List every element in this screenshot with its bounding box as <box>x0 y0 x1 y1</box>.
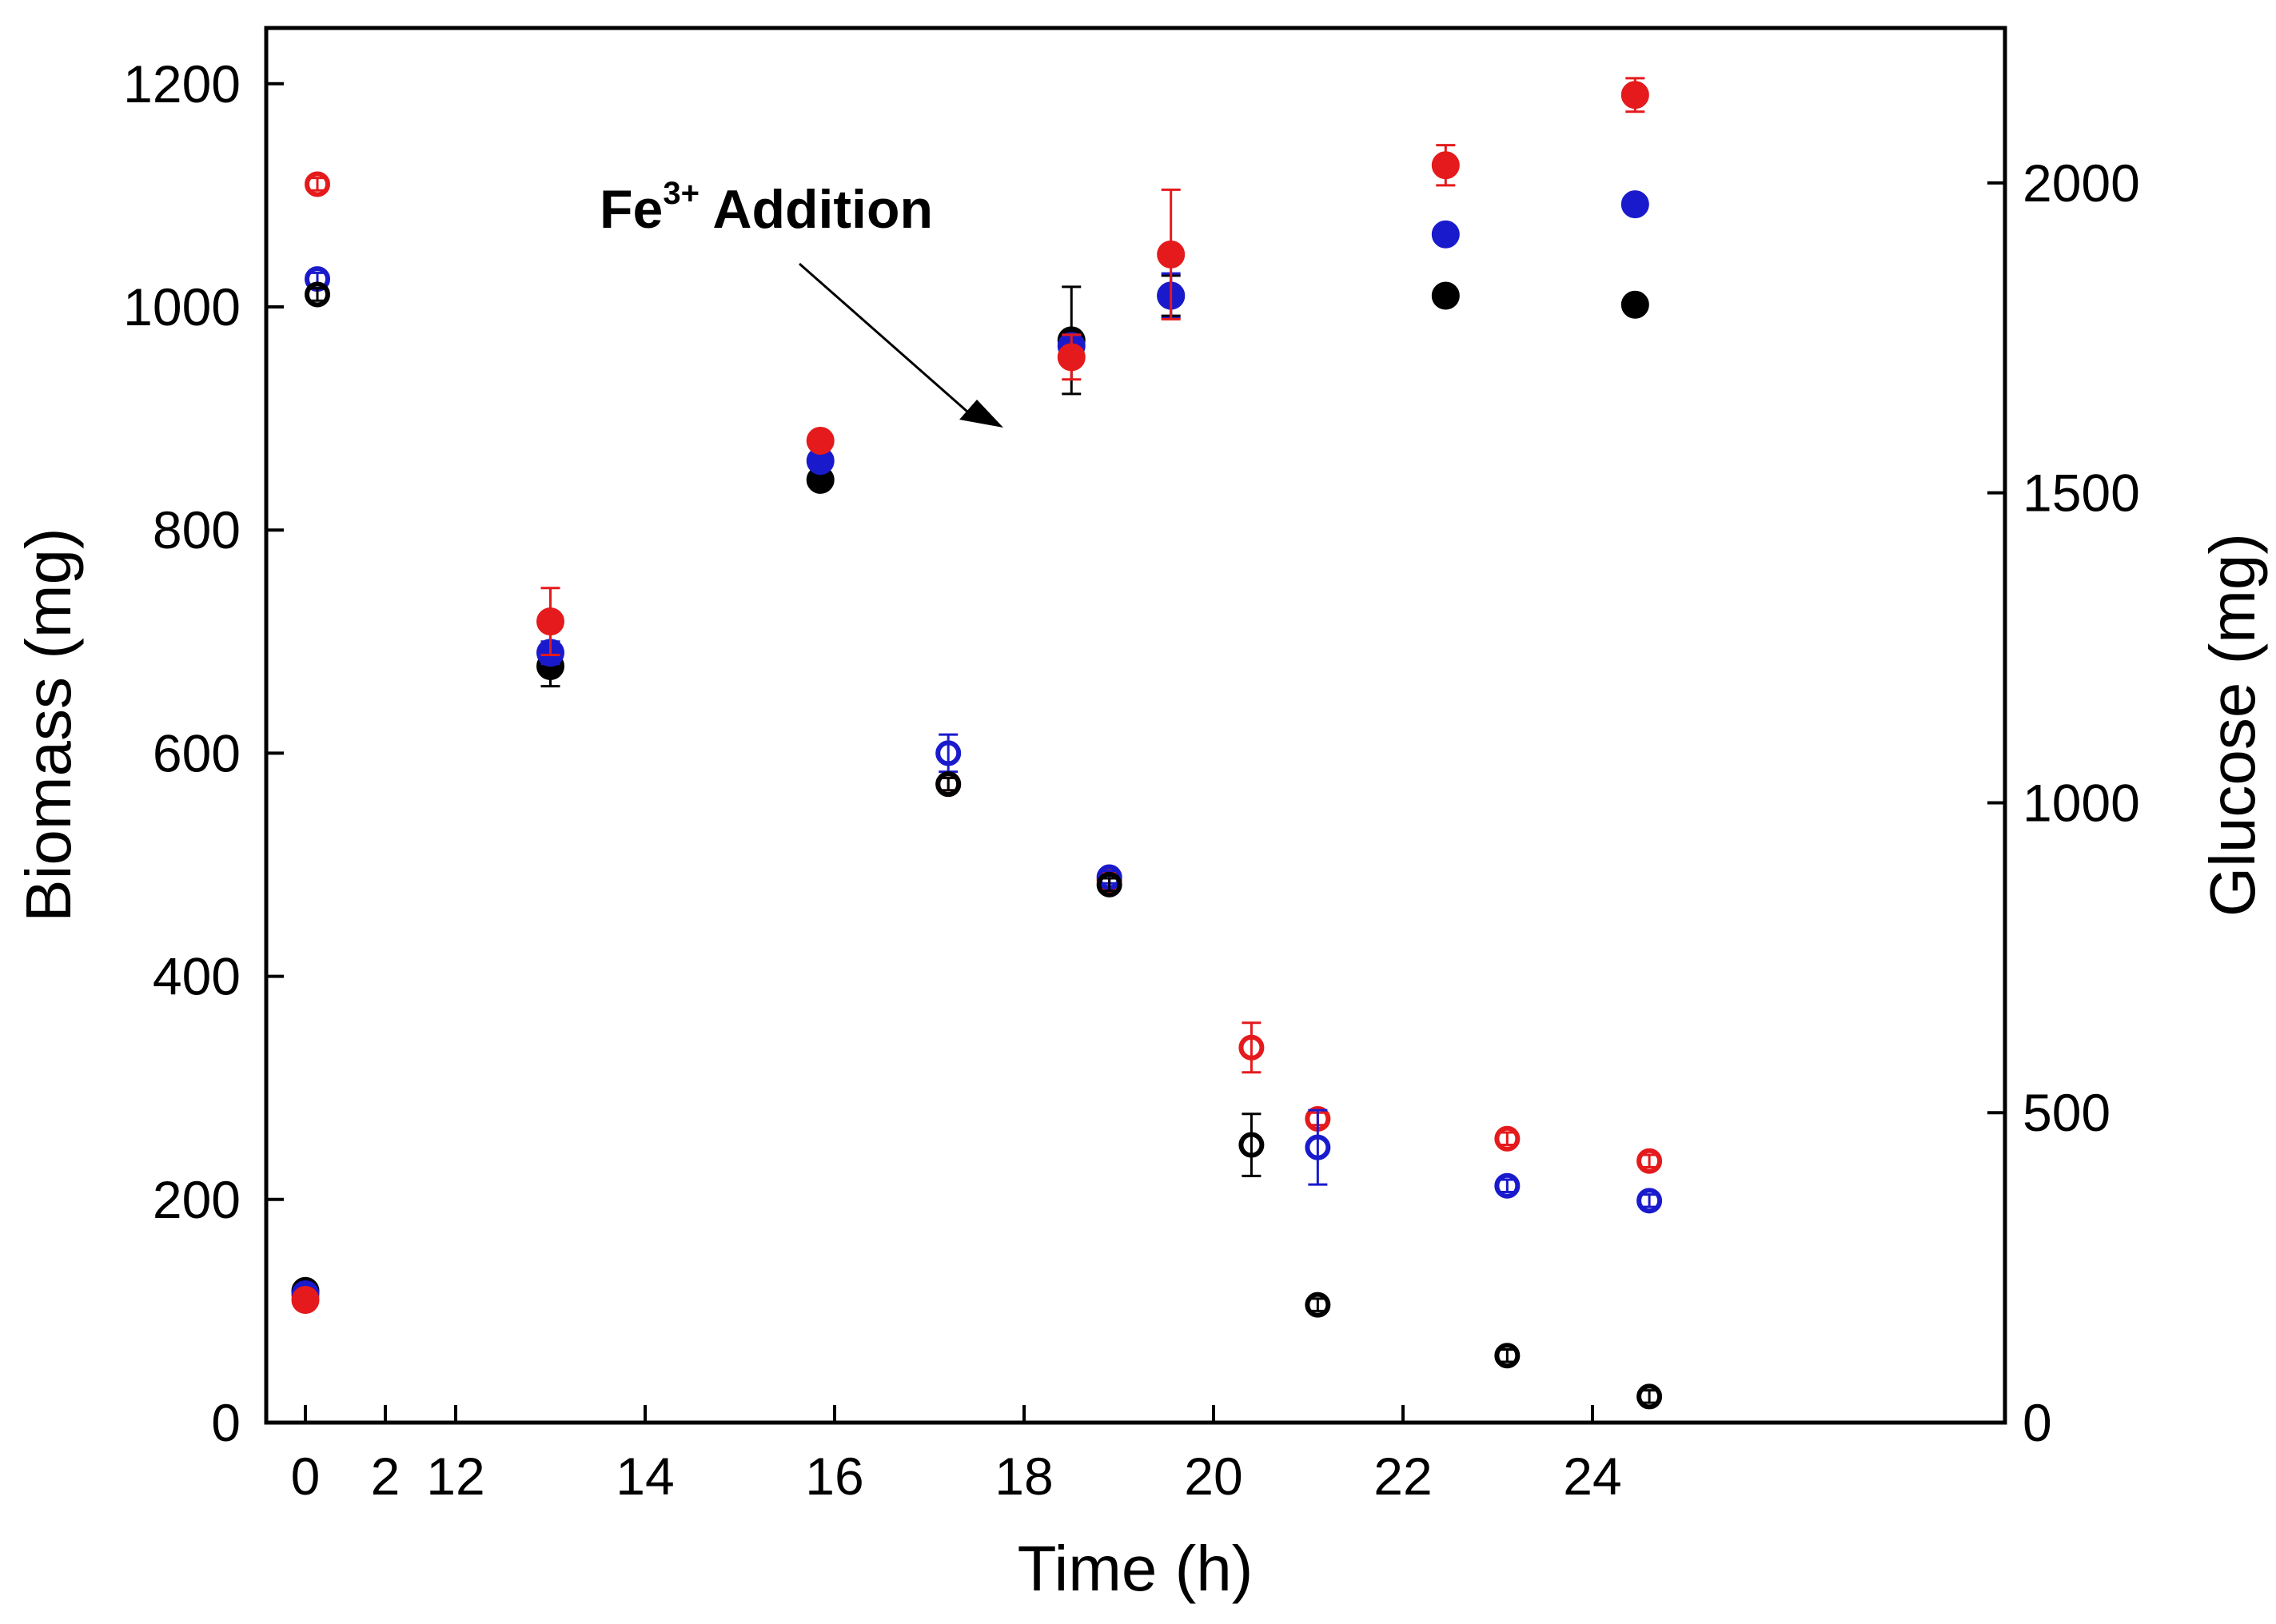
glucose-point-black <box>1238 1132 1265 1158</box>
annotation-label: Fe3+ Addition <box>600 176 933 240</box>
glucose-point-black <box>305 281 330 308</box>
annotation-arrow-head <box>959 400 1003 428</box>
biomass-point-blue <box>1620 190 1649 219</box>
glucose-point-red <box>305 171 330 197</box>
glucose-point-red <box>1494 1125 1521 1152</box>
y-left-tick-label: 800 <box>153 500 241 559</box>
x-tick-label: 22 <box>1373 1447 1432 1506</box>
y-right-tick-label: 1000 <box>2023 773 2140 832</box>
y-right-tick-label: 2000 <box>2023 153 2140 213</box>
y-right-axis: 0 500 1000 1500 2000 <box>1987 153 2140 1452</box>
x-axis: 0 2 12 14 16 18 20 22 24 <box>291 1405 1622 1506</box>
y-left-tick-label: 1000 <box>123 277 241 336</box>
y-left-tick-label: 200 <box>153 1170 241 1229</box>
fe-addition-annotation: Fe3+ Addition <box>600 176 1003 428</box>
biomass-point-red <box>806 427 835 456</box>
annotation-arrow-line <box>799 262 968 413</box>
biomass-point-black <box>1620 290 1649 319</box>
glucose-point-blue <box>1494 1172 1521 1199</box>
glucose-point-black <box>1305 1292 1331 1318</box>
plot-frame <box>264 26 2007 1425</box>
y-left-tick-label: 400 <box>153 947 241 1006</box>
y-right-axis-title: Glucose (mg) <box>2197 533 2268 917</box>
biomass-point-black <box>1431 281 1460 310</box>
x-tick-label: 18 <box>995 1447 1053 1506</box>
x-tick-label: 0 <box>291 1447 321 1506</box>
glucose-point-red <box>1238 1034 1265 1061</box>
data-marks <box>291 77 1663 1410</box>
glucose-point-black <box>935 771 962 798</box>
y-right-tick-label: 1500 <box>2023 464 2140 523</box>
x-axis-title: Time (h) <box>1018 1533 1254 1604</box>
y-left-tick-label: 0 <box>211 1393 241 1452</box>
biomass-point-red <box>1157 240 1186 269</box>
biomass-point-blue <box>1431 220 1460 249</box>
glucose-point-black <box>1494 1343 1521 1369</box>
glucose-point-blue <box>935 740 962 766</box>
x-tick-label: 12 <box>426 1447 484 1506</box>
x-tick-label: 16 <box>805 1447 863 1506</box>
biomass-point-red <box>291 1285 320 1314</box>
annotation-sup: 3+ <box>663 176 700 211</box>
biomass-point-red <box>1057 343 1086 372</box>
y-left-tick-label: 600 <box>153 723 241 782</box>
y-right-tick-label: 0 <box>2023 1393 2052 1452</box>
glucose-point-black <box>1636 1383 1663 1410</box>
glucose-point-red <box>1636 1148 1663 1174</box>
glucose-point-black <box>1096 871 1122 898</box>
y-right-tick-label: 500 <box>2023 1083 2111 1142</box>
x-tick-label: 2 <box>371 1447 401 1506</box>
y-left-axis-title: Biomass (mg) <box>13 527 84 921</box>
y-left-axis: 0 200 400 600 800 1000 1200 <box>123 54 284 1452</box>
glucose-point-blue <box>1305 1134 1331 1160</box>
glucose-point-blue <box>1636 1188 1663 1214</box>
y-left-tick-label: 1200 <box>123 54 241 113</box>
biomass-point-red <box>1620 81 1649 109</box>
x-tick-label: 24 <box>1563 1447 1621 1506</box>
biomass-point-red <box>1431 151 1460 180</box>
x-tick-label: 14 <box>616 1447 674 1506</box>
annotation-main: Fe <box>600 179 663 240</box>
annotation-rest: Addition <box>700 179 933 240</box>
biomass-point-red <box>536 607 564 636</box>
x-tick-label: 20 <box>1184 1447 1242 1506</box>
